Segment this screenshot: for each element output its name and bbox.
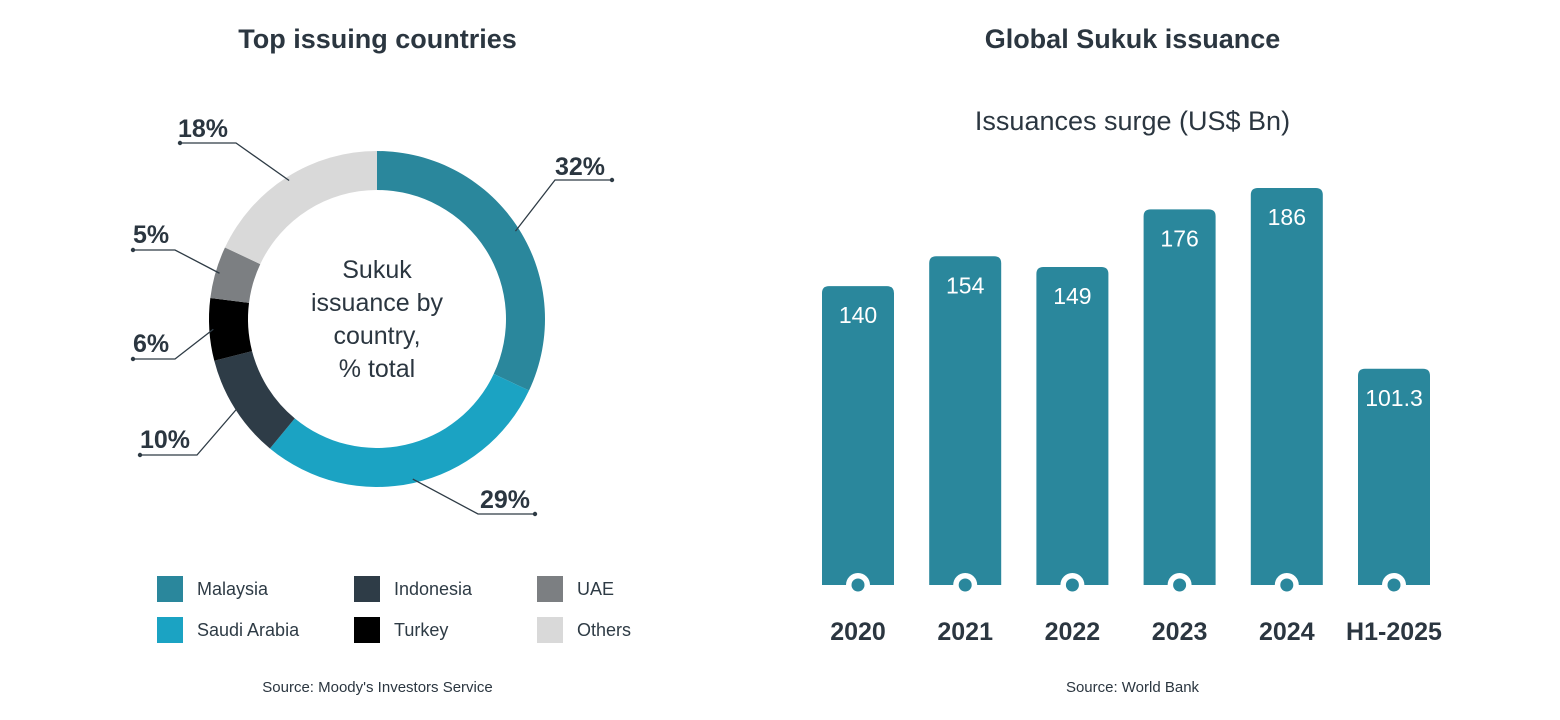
legend-label: Malaysia [197, 578, 269, 599]
leader-line [133, 249, 220, 274]
legend-item-turkey: Turkey [354, 617, 448, 643]
bar [1143, 209, 1216, 585]
bar-base-ring [953, 573, 978, 597]
legend-swatch [537, 617, 563, 643]
bar-value-label: 176 [1160, 225, 1198, 251]
x-tick-label: 2022 [1045, 618, 1101, 646]
bar [1358, 368, 1430, 585]
donut-slice-indonesia [214, 351, 295, 449]
donut-center-line: issuance by [310, 289, 444, 317]
bar [1250, 188, 1323, 585]
x-tick-label: 2021 [937, 618, 993, 646]
bar-base-ring [1274, 573, 1299, 597]
slice-value-label: 18% [178, 115, 228, 143]
donut-slice-uae [210, 247, 261, 303]
legend-item-indonesia: Indonesia [354, 576, 472, 602]
bar-value-label: 154 [946, 272, 985, 298]
legend-item-uae: UAE [537, 576, 614, 602]
donut-center-line: Sukuk [342, 256, 412, 284]
leader-line [133, 328, 214, 360]
donut-chart: 32% 29% 10% 6% 5% 18% [130, 115, 615, 517]
legend-label: Saudi Arabia [197, 619, 300, 640]
donut-center-label: Sukuk issuance by country, % total [272, 254, 482, 386]
legend-swatch [537, 576, 563, 602]
bar [929, 256, 1002, 585]
donut-source: Source: Moody's Investors Service [262, 679, 493, 696]
bar-value-label: 186 [1268, 204, 1306, 230]
legend-label: Turkey [394, 619, 449, 640]
donut-center-line: % total [338, 355, 416, 383]
donut-slice-turkey [209, 297, 253, 361]
slice-value-label: 5% [133, 221, 169, 249]
legend-item-saudi-arabia: Saudi Arabia [157, 617, 299, 643]
donut-center-line: country, [333, 322, 421, 350]
x-tick-label: 2023 [1152, 618, 1208, 646]
bar-source: Source: World Bank [1065, 679, 1200, 696]
leader-dot [130, 247, 136, 253]
legend-swatch [157, 576, 183, 602]
donut-chart-title: Top issuing countries [238, 24, 517, 54]
x-tick-label: H1-2025 [1346, 618, 1442, 646]
leader-dot [177, 140, 183, 146]
slice-value-label: 32% [555, 153, 605, 181]
legend-label: UAE [577, 578, 615, 599]
bar-base-ring [846, 573, 870, 597]
leader-line [412, 478, 535, 515]
donut-slice-malaysia [377, 151, 545, 391]
bar-base-ring [1060, 573, 1085, 597]
leader-dot [137, 452, 143, 458]
bar-base-dot [1387, 578, 1401, 592]
bar-base-dot [851, 578, 865, 592]
bar-base-dot [1280, 578, 1294, 592]
leader-dot [130, 356, 136, 362]
leader-dot [609, 177, 615, 183]
leader-line [180, 142, 290, 182]
bar-base-ring [1382, 573, 1406, 597]
legend-swatch [354, 576, 380, 602]
bar-value-label: 101.3 [1365, 385, 1423, 411]
bar-base-dot [1065, 578, 1079, 592]
bar-base-ring [1167, 573, 1192, 597]
legend-label: Others [577, 619, 632, 640]
slice-value-label: 10% [140, 426, 190, 454]
legend-swatch [354, 617, 380, 643]
bar-chart-title: Global Sukuk issuance [984, 24, 1281, 54]
bar [1036, 266, 1109, 585]
bar-value-label: 149 [1053, 283, 1091, 309]
leader-line [140, 406, 240, 456]
legend-item-malaysia: Malaysia [157, 576, 268, 602]
x-tick-label: 2024 [1259, 618, 1315, 646]
legend-swatch [157, 617, 183, 643]
bar-value-label: 140 [839, 302, 877, 328]
slice-value-label: 29% [480, 486, 530, 514]
legend-item-others: Others [537, 617, 631, 643]
bar-chart-subtitle: Issuances surge (US$ Bn) [974, 106, 1291, 136]
leader-line [514, 179, 612, 232]
donut-slice-others [224, 151, 377, 265]
legend-label: Indonesia [394, 578, 473, 599]
bar-base-dot [1173, 578, 1187, 592]
donut-slice-saudi-arabia [269, 373, 530, 487]
bar-base-dot [958, 578, 972, 592]
x-tick-label: 2020 [830, 618, 886, 646]
leader-dot [532, 511, 538, 517]
bar [822, 286, 894, 585]
slice-value-label: 6% [133, 330, 169, 358]
